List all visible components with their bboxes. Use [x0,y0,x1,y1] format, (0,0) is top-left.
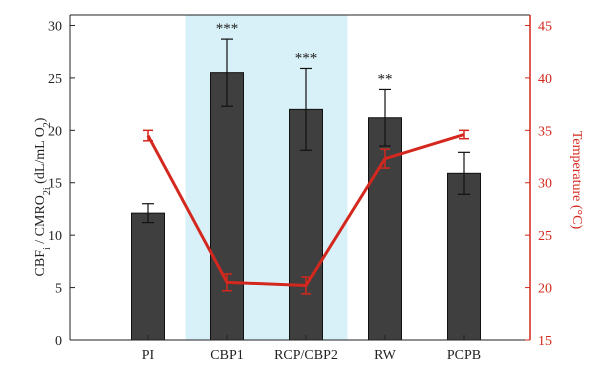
x-tick-label: PI [142,348,155,363]
y-tick-label-left: 10 [48,229,62,244]
significance-label: *** [295,50,318,66]
y-tick-label-right: 45 [538,19,552,34]
bars-layer: ******** [131,21,481,341]
bar-PI [131,212,165,341]
y-tick-label-left: 15 [48,177,62,192]
x-tick-label: CBP1 [210,348,243,363]
y-tick-label-right: 30 [538,177,552,192]
y-tick-label-right: 40 [538,72,552,87]
y-tick-label-right: 15 [538,334,552,349]
y-tick-label-left: 0 [55,334,62,349]
y-tick-label-left: 30 [48,19,62,34]
x-tick-label: RW [374,348,397,363]
x-tick-label: RCP/CBP2 [274,348,338,363]
y-axis-label-left: CBFi / CMRO2i (dL/mL O2) [33,117,53,276]
bar-PCPB [447,172,481,341]
y-tick-label-right: 20 [538,282,552,297]
y-tick-label-left: 5 [55,282,62,297]
y-tick-label-left: 25 [48,72,62,87]
significance-label: ** [378,71,393,87]
y-axis-label-right: Temperature (°C) [569,131,584,230]
temperature-line-layer [143,129,469,295]
labels-layer: CBFi / CMRO2i (dL/mL O2) Temperature (°C… [33,117,584,276]
bar-CBP1 [210,72,244,341]
y-tick-label-left: 20 [48,124,62,139]
highlight-region-layer [185,15,348,340]
axes-layer: 0 5 10 15 20 25 30 15 20 25 30 35 40 45 PI CBP1 RCP/CBP2… [48,14,552,363]
y-tick-label-right: 35 [538,124,552,139]
highlight-region [185,15,348,340]
y-tick-label-right: 25 [538,229,552,244]
x-tick-label: PCPB [447,348,481,363]
significance-label: *** [216,21,239,37]
